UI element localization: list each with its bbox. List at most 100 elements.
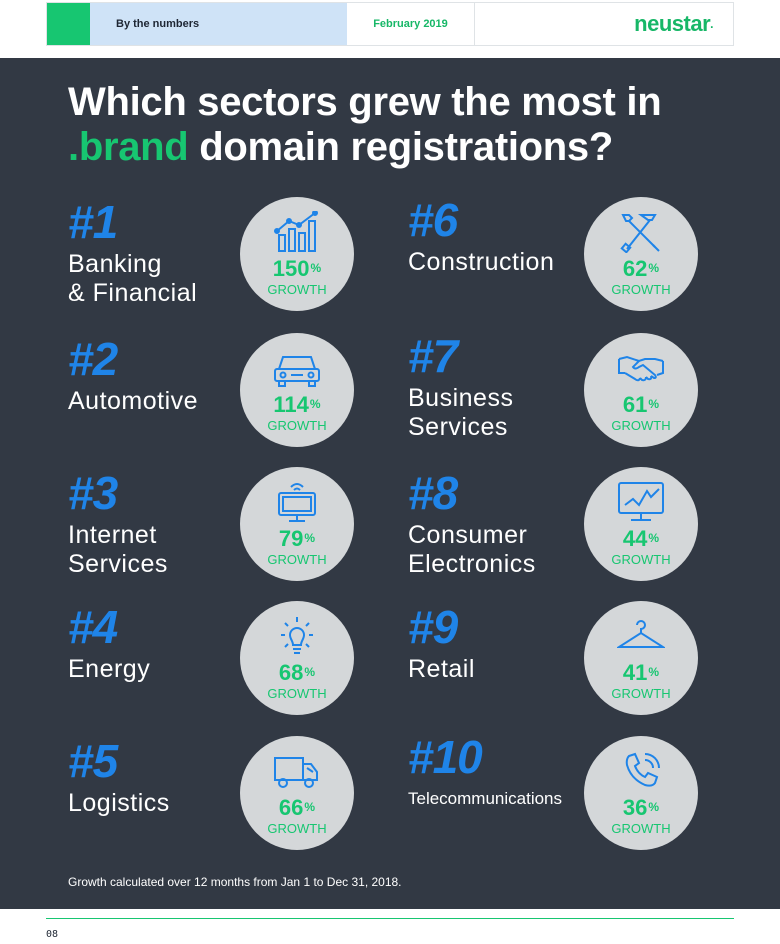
- growth-unit: %: [304, 531, 316, 545]
- growth-label: GROWTH: [611, 686, 671, 701]
- line-chart-monitor-icon: [617, 481, 665, 523]
- sector-item: #2 Automotive: [68, 335, 368, 455]
- growth-percent: 41%: [584, 661, 698, 685]
- hanger-icon: [615, 615, 667, 657]
- sector-name: Construction: [408, 248, 555, 276]
- growth-unit: %: [648, 397, 660, 411]
- growth-badge: 61% GROWTH: [584, 333, 698, 447]
- sector-rank: #8: [408, 467, 458, 519]
- sector-item: #7 Business Services: [408, 332, 708, 452]
- page-header: By the numbers February 2019 neustar.: [46, 2, 734, 46]
- growth-percent: 79%: [240, 527, 354, 551]
- growth-unit: %: [309, 397, 321, 411]
- growth-badge: 150% GROWTH: [240, 197, 354, 311]
- growth-value: 36: [622, 795, 648, 820]
- growth-percent: 61%: [584, 393, 698, 417]
- logo-mark: .: [710, 17, 713, 31]
- tools-icon: [617, 211, 665, 254]
- sector-name: Business Services: [408, 384, 514, 441]
- sector-rank: #7: [408, 330, 458, 382]
- page-number: 08: [46, 929, 59, 940]
- growth-label: GROWTH: [267, 686, 327, 701]
- sector-name: Internet Services: [68, 521, 168, 578]
- section-label: By the numbers: [90, 3, 347, 45]
- sector-rank: #2: [68, 333, 118, 385]
- footnote: Growth calculated over 12 months from Ja…: [68, 875, 402, 889]
- growth-label: GROWTH: [611, 821, 671, 836]
- sector-name: Retail: [408, 655, 475, 683]
- growth-value: 41: [622, 660, 648, 685]
- growth-badge: 44% GROWTH: [584, 467, 698, 581]
- growth-badge: 41% GROWTH: [584, 601, 698, 715]
- growth-unit: %: [648, 531, 660, 545]
- car-icon: [273, 347, 321, 389]
- logo-text: neustar: [634, 11, 711, 36]
- growth-unit: %: [648, 261, 660, 275]
- growth-value: 66: [278, 795, 304, 820]
- title-line-1: Which sectors grew the most in: [68, 80, 662, 124]
- growth-label: GROWTH: [267, 821, 327, 836]
- sector-item: #5 Logistics: [68, 737, 368, 857]
- growth-value: 114: [273, 392, 309, 417]
- growth-value: 61: [622, 392, 648, 417]
- growth-unit: %: [648, 800, 660, 814]
- sector-rank: #1: [68, 196, 118, 248]
- sector-item: #10 Telecommunications: [408, 733, 708, 853]
- growth-badge: 66% GROWTH: [240, 736, 354, 850]
- growth-label: GROWTH: [267, 282, 327, 297]
- growth-percent: 114%: [240, 393, 354, 417]
- sector-name: Telecommunications: [408, 789, 563, 808]
- sector-item: #6 Construction: [408, 196, 708, 316]
- sector-name: Banking & Financial: [68, 250, 198, 307]
- bar-chart-icon: [273, 210, 321, 253]
- page-title: Which sectors grew the most in .brand do…: [68, 80, 748, 170]
- growth-value: 79: [278, 526, 304, 551]
- monitor-wifi-icon: [273, 481, 321, 523]
- sector-item: #3 Internet Services: [68, 469, 368, 589]
- growth-badge: 62% GROWTH: [584, 197, 698, 311]
- growth-percent: 44%: [584, 527, 698, 551]
- growth-value: 62: [622, 256, 648, 281]
- sector-name: Logistics: [68, 789, 170, 817]
- title-line-2: domain registrations?: [188, 125, 614, 169]
- growth-badge: 68% GROWTH: [240, 601, 354, 715]
- growth-unit: %: [648, 665, 660, 679]
- growth-percent: 150%: [240, 257, 354, 281]
- growth-label: GROWTH: [611, 282, 671, 297]
- sector-rank: #3: [68, 467, 118, 519]
- issue-date: February 2019: [347, 3, 475, 45]
- sector-item: #1 Banking & Financial: [68, 198, 368, 318]
- sector-rank: #4: [68, 601, 118, 653]
- sector-rank: #5: [68, 735, 118, 787]
- growth-label: GROWTH: [611, 418, 671, 433]
- growth-badge: 79% GROWTH: [240, 467, 354, 581]
- growth-percent: 36%: [584, 796, 698, 820]
- growth-badge: 36% GROWTH: [584, 736, 698, 850]
- growth-value: 150: [272, 256, 310, 281]
- sector-name: Automotive: [68, 387, 199, 415]
- sector-rank: #9: [408, 601, 458, 653]
- growth-label: GROWTH: [267, 552, 327, 567]
- sector-item: #8 Consumer Electronics: [408, 469, 708, 589]
- sector-name: Consumer Electronics: [408, 521, 536, 578]
- growth-label: GROWTH: [611, 552, 671, 567]
- growth-value: 68: [278, 660, 304, 685]
- handshake-icon: [617, 347, 665, 389]
- growth-label: GROWTH: [267, 418, 327, 433]
- growth-percent: 68%: [240, 661, 354, 685]
- growth-unit: %: [304, 665, 316, 679]
- title-accent: .brand: [68, 125, 189, 169]
- growth-unit: %: [304, 800, 316, 814]
- header-accent-block: [47, 3, 90, 45]
- truck-icon: [273, 750, 321, 792]
- growth-unit: %: [310, 261, 322, 275]
- neustar-logo: neustar.: [475, 3, 733, 45]
- sector-name: Energy: [68, 655, 151, 683]
- sector-rank: #10: [408, 731, 483, 783]
- sector-rank: #6: [408, 194, 458, 246]
- growth-badge: 114% GROWTH: [240, 333, 354, 447]
- sector-item: #4 Energy: [68, 603, 368, 723]
- phone-icon: [617, 750, 665, 792]
- footer-rule: [46, 918, 734, 919]
- sector-item: #9 Retail: [408, 603, 708, 723]
